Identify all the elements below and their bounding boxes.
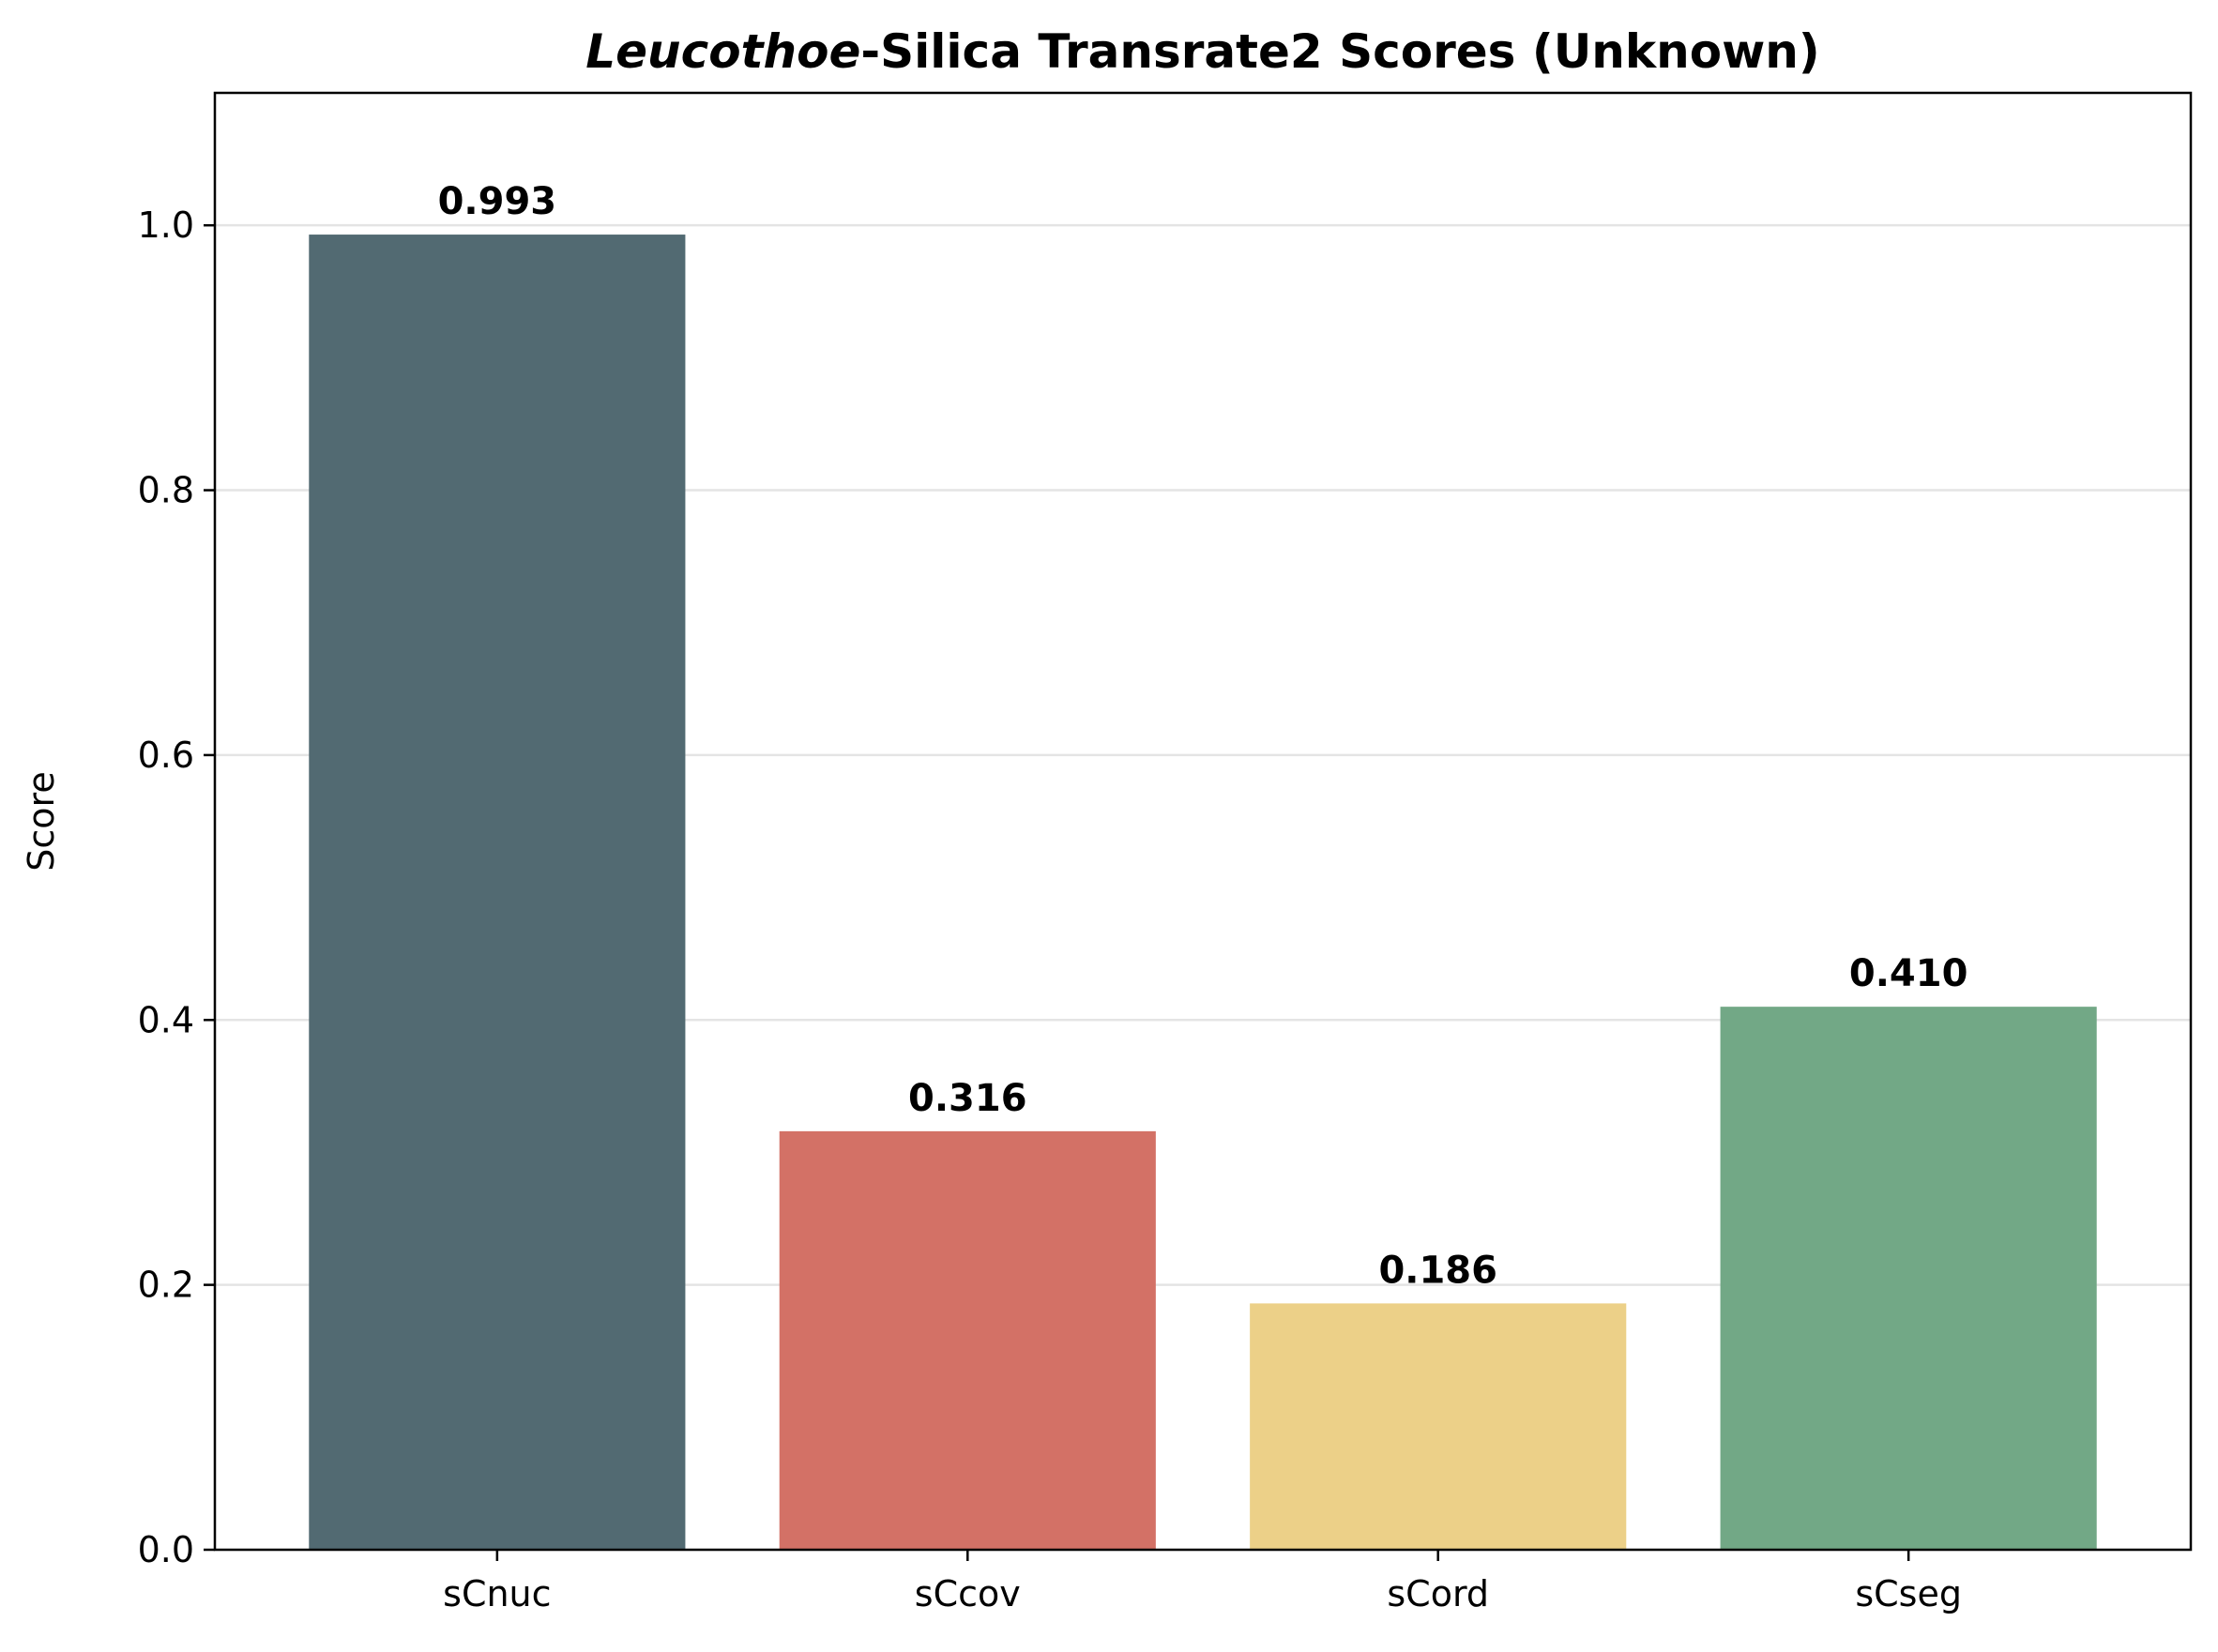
bar-layer [309, 235, 2097, 1550]
chart-title-rest: -Silica Transrate2 Scores (Unknown) [860, 24, 1819, 79]
x-axis: sCnuc sCcov sCord sCseg [443, 1550, 1962, 1614]
bar-sCseg [1720, 1007, 2097, 1550]
y-tick-label: 0.0 [138, 1529, 194, 1570]
bar-sCnuc [309, 235, 686, 1550]
y-tick-label: 1.0 [138, 205, 194, 246]
bar-sCcov [779, 1130, 1156, 1550]
x-tick-label-sCord: sCord [1387, 1573, 1489, 1614]
bar-sCord [1250, 1303, 1627, 1550]
x-tick-label-sCseg: sCseg [1855, 1573, 1962, 1614]
value-label-sCord: 0.186 [1378, 1249, 1497, 1292]
y-tick-label: 0.8 [138, 470, 194, 511]
chart-title: Leucothoe-Silica Transrate2 Scores (Unkn… [585, 24, 1820, 79]
y-axis: 0.0 0.2 0.4 0.6 0.8 1.0 [138, 205, 215, 1570]
plot-frame [213, 91, 2193, 1552]
value-label-sCnuc: 0.993 [438, 180, 557, 223]
y-tick-label: 0.6 [138, 735, 194, 776]
y-tick-label: 0.2 [138, 1265, 194, 1306]
y-axis-label: Score [21, 771, 62, 871]
x-tick-label-sCcov: sCcov [915, 1573, 1021, 1614]
value-label-layer: 0.993 0.316 0.186 0.410 [438, 180, 1968, 1292]
y-tick-label: 0.4 [138, 999, 194, 1040]
value-label-sCseg: 0.410 [1849, 952, 1968, 995]
x-tick-label-sCnuc: sCnuc [443, 1573, 551, 1614]
chart-title-italic: Leucothoe [585, 24, 860, 79]
value-label-sCcov: 0.316 [908, 1077, 1027, 1120]
